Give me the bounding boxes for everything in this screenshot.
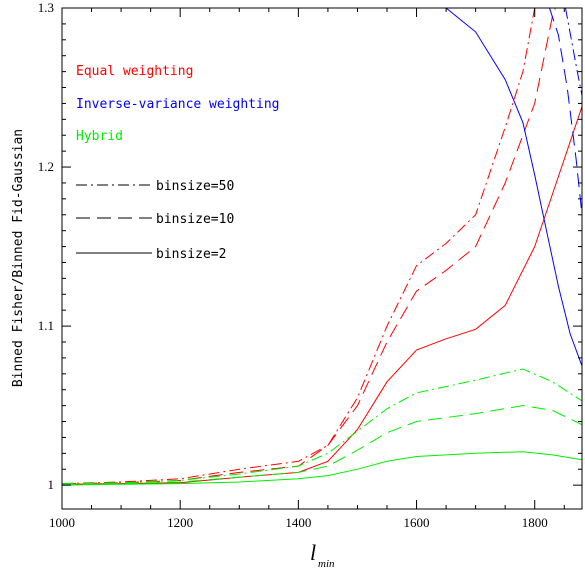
x-axis-label-sub: min <box>318 558 335 570</box>
x-tick-label: 1600 <box>404 515 430 530</box>
x-tick-label: 1800 <box>522 515 548 530</box>
series-line-9 <box>62 368 582 485</box>
x-axis-label: l <box>310 540 316 565</box>
legend-layer: Equal weighting Inverse-variance weightin… <box>76 64 280 262</box>
legend-style-label: binsize=10 <box>156 212 234 227</box>
plot-frame <box>61 7 583 510</box>
series-line-4 <box>445 8 582 367</box>
y-axis-label: Binned Fisher/Binned Fid-Gaussian <box>11 129 26 387</box>
series-line-1 <box>62 106 582 485</box>
legend-style-label: binsize=50 <box>156 179 234 194</box>
y-tick-label: 1.3 <box>38 0 54 15</box>
series-line-6 <box>565 8 582 96</box>
y-tick-label: 1.2 <box>38 159 54 174</box>
series-line-5 <box>549 8 582 215</box>
legend-color-label: Equal weighting <box>76 64 193 79</box>
x-tick-label: 1400 <box>285 515 311 530</box>
legend-color-label: Hybrid <box>76 129 123 144</box>
series-layer <box>62 8 582 486</box>
series-line-7 <box>62 451 582 486</box>
ticks-layer: 1000 1200 1400 1600 1800 1 1.1 1.2 1.3 <box>38 0 582 530</box>
x-tick-label: 1200 <box>167 515 193 530</box>
y-tick-label: 1 <box>48 477 55 492</box>
legend-style-label: binsize=2 <box>156 247 226 262</box>
legend-color-label: Inverse-variance weighting <box>76 97 280 112</box>
series-line-8 <box>62 405 582 485</box>
series-line-3 <box>62 8 536 485</box>
y-tick-label: 1.1 <box>38 318 54 333</box>
x-tick-label: 1000 <box>49 515 75 530</box>
